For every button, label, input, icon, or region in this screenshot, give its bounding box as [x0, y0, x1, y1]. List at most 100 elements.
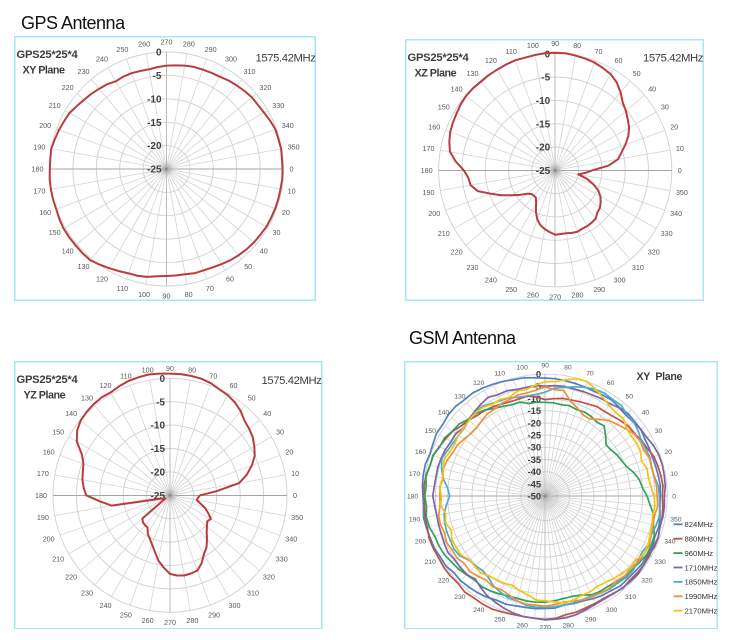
svg-text:230: 230: [466, 263, 478, 272]
svg-text:230: 230: [81, 588, 93, 597]
svg-text:110: 110: [120, 371, 131, 380]
svg-text:40: 40: [648, 85, 656, 94]
svg-text:180: 180: [406, 493, 418, 500]
svg-text:0: 0: [677, 166, 681, 175]
svg-text:60: 60: [226, 275, 234, 284]
svg-text:170: 170: [422, 144, 434, 153]
svg-text:170: 170: [408, 470, 420, 477]
svg-text:130: 130: [81, 393, 93, 402]
svg-text:320: 320: [259, 83, 271, 92]
svg-text:-15: -15: [147, 118, 162, 129]
svg-text:100: 100: [138, 290, 150, 299]
svg-text:GPS25*25*4: GPS25*25*4: [407, 52, 469, 64]
svg-text:150: 150: [437, 103, 449, 112]
svg-text:100: 100: [526, 41, 538, 50]
svg-text:300: 300: [605, 606, 617, 613]
svg-text:60: 60: [230, 380, 238, 389]
svg-text:330: 330: [654, 559, 666, 566]
svg-text:160: 160: [414, 448, 426, 455]
svg-text:280: 280: [186, 616, 198, 625]
svg-text:0: 0: [293, 490, 297, 499]
svg-text:200: 200: [428, 209, 440, 218]
svg-text:1850MHz: 1850MHz: [684, 577, 717, 586]
svg-text:300: 300: [225, 55, 237, 64]
svg-text:-20: -20: [527, 418, 541, 429]
svg-text:340: 340: [285, 534, 297, 543]
svg-text:1575.42MHz: 1575.42MHz: [642, 53, 703, 65]
svg-text:140: 140: [437, 409, 449, 416]
svg-text:130: 130: [454, 393, 466, 400]
svg-text:90: 90: [551, 39, 559, 48]
svg-text:200: 200: [39, 121, 51, 130]
svg-text:290: 290: [208, 610, 220, 619]
svg-text:270: 270: [549, 293, 561, 301]
svg-text:320: 320: [641, 577, 653, 584]
svg-text:290: 290: [593, 285, 605, 294]
svg-text:140: 140: [62, 246, 74, 255]
svg-text:-5: -5: [541, 73, 550, 84]
svg-text:260: 260: [526, 291, 538, 300]
svg-text:-15: -15: [527, 406, 541, 417]
svg-text:-5: -5: [532, 381, 541, 392]
svg-text:-25: -25: [147, 165, 162, 176]
svg-text:20: 20: [670, 123, 678, 132]
svg-text:30: 30: [273, 228, 281, 237]
svg-text:-25: -25: [151, 490, 166, 501]
svg-text:-10: -10: [147, 94, 162, 105]
svg-text:130: 130: [466, 69, 478, 78]
svg-text:80: 80: [188, 365, 196, 374]
svg-text:260: 260: [142, 616, 154, 625]
svg-text:-20: -20: [147, 141, 162, 152]
svg-text:80: 80: [564, 364, 572, 371]
svg-text:210: 210: [52, 554, 64, 563]
svg-text:260: 260: [138, 39, 150, 48]
svg-text:330: 330: [272, 101, 284, 110]
svg-text:40: 40: [641, 409, 649, 416]
svg-text:-15: -15: [151, 444, 166, 455]
svg-text:-15: -15: [535, 119, 550, 130]
svg-text:340: 340: [670, 209, 682, 218]
svg-text:-10: -10: [151, 420, 166, 431]
svg-text:90: 90: [541, 362, 549, 369]
svg-text:50: 50: [248, 393, 256, 402]
svg-text:100: 100: [516, 364, 528, 371]
svg-text:30: 30: [654, 428, 662, 435]
svg-text:0: 0: [290, 165, 294, 174]
svg-text:180: 180: [420, 166, 432, 175]
svg-text:280: 280: [571, 291, 583, 300]
svg-text:-5: -5: [156, 397, 165, 408]
svg-text:70: 70: [206, 284, 214, 293]
svg-text:220: 220: [450, 247, 462, 256]
svg-text:880MHz: 880MHz: [684, 534, 713, 543]
svg-text:160: 160: [43, 447, 55, 456]
svg-text:-50: -50: [527, 491, 541, 502]
svg-text:XY Plane: XY Plane: [23, 65, 66, 77]
svg-text:350: 350: [675, 188, 687, 197]
svg-text:80: 80: [573, 41, 581, 50]
svg-text:240: 240: [484, 276, 496, 285]
svg-text:10: 10: [670, 470, 678, 477]
svg-text:340: 340: [664, 538, 676, 545]
svg-text:-25: -25: [535, 166, 550, 177]
svg-text:20: 20: [664, 448, 672, 455]
svg-text:2170MHz: 2170MHz: [684, 606, 717, 615]
svg-text:50: 50: [244, 262, 252, 271]
svg-text:XZ Plane: XZ Plane: [414, 68, 456, 80]
svg-text:-35: -35: [527, 454, 541, 465]
svg-text:330: 330: [276, 554, 288, 563]
svg-text:350: 350: [291, 513, 303, 522]
svg-text:40: 40: [260, 246, 268, 255]
svg-text:-10: -10: [527, 393, 541, 404]
svg-text:270: 270: [164, 618, 176, 627]
svg-text:230: 230: [78, 67, 90, 76]
svg-text:280: 280: [562, 622, 574, 629]
svg-text:210: 210: [437, 229, 449, 238]
svg-text:350: 350: [288, 143, 300, 152]
svg-text:GPS25*25*4: GPS25*25*4: [17, 374, 79, 386]
svg-text:1575.42MHz: 1575.42MHz: [261, 375, 322, 387]
svg-text:GPS25*25*4: GPS25*25*4: [17, 49, 79, 61]
svg-text:150: 150: [52, 427, 64, 436]
svg-text:120: 120: [96, 275, 108, 284]
svg-text:60: 60: [614, 56, 622, 65]
svg-text:80: 80: [185, 290, 193, 299]
